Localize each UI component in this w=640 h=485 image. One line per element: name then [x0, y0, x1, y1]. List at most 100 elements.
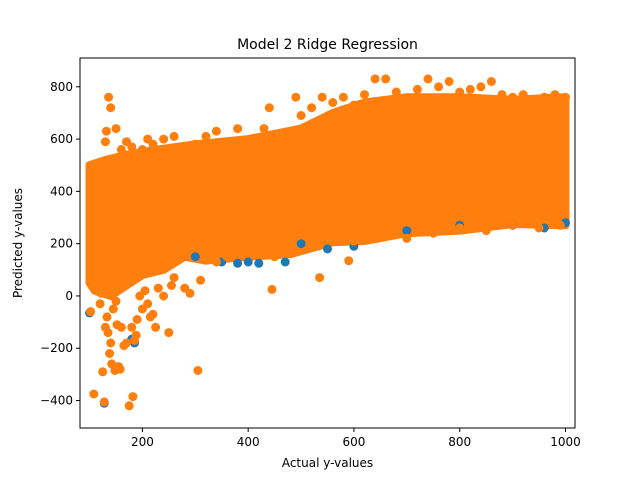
data-point-series-2	[106, 338, 116, 348]
y-tick-label: 200	[50, 237, 73, 251]
data-point-series-2	[127, 322, 137, 332]
data-point-series-1	[323, 244, 332, 254]
data-point-series-2	[102, 312, 112, 322]
data-point-series-2	[151, 322, 161, 332]
data-point-series-2	[259, 124, 269, 134]
data-point-series-2	[174, 252, 184, 262]
data-point-series-2	[402, 98, 412, 107]
data-point-series-2	[349, 100, 359, 110]
x-tick-label: 400	[237, 435, 260, 449]
data-point-series-2	[116, 145, 126, 154]
y-tick-label: −200	[40, 341, 73, 355]
data-point-series-2	[402, 233, 412, 243]
data-point-series-2	[132, 315, 142, 324]
data-point-series-2	[412, 84, 422, 94]
data-point-series-2	[211, 126, 221, 136]
data-point-series-2	[434, 82, 444, 92]
data-point-series-2	[167, 281, 176, 290]
data-point-series-2	[111, 296, 121, 306]
data-point-series-2	[476, 82, 486, 92]
data-point-series-2	[444, 77, 454, 86]
points-layer	[85, 74, 570, 411]
data-point-series-1	[243, 257, 253, 267]
data-point-series-2	[193, 366, 203, 375]
data-point-series-2	[127, 142, 137, 152]
data-point-series-2	[222, 252, 232, 262]
chart-title: Model 2 Ridge Regression	[237, 37, 418, 53]
data-point-series-2	[116, 322, 126, 332]
data-point-series-2	[185, 288, 195, 298]
data-point-series-2	[455, 87, 465, 97]
data-point-series-2	[196, 275, 206, 285]
data-point-series-2	[349, 236, 359, 246]
data-point-series-1	[254, 258, 264, 268]
data-point-series-2	[291, 92, 301, 102]
data-point-series-2	[486, 77, 496, 86]
data-point-series-2	[211, 257, 221, 267]
data-point-series-2	[169, 131, 179, 141]
data-point-series-2	[561, 92, 570, 102]
data-point-series-2	[105, 349, 115, 358]
data-point-series-2	[267, 284, 277, 294]
plot-frame	[79, 57, 576, 429]
data-point-series-2	[529, 95, 539, 105]
data-point-series-2	[344, 256, 354, 266]
data-point-series-2	[270, 252, 280, 262]
data-point-series-2	[115, 364, 125, 374]
data-point-series-1	[402, 226, 412, 236]
data-point-series-2	[143, 299, 153, 309]
data-point-series-2	[169, 273, 179, 283]
data-point-series-2	[153, 283, 163, 293]
data-point-series-2	[286, 247, 295, 256]
data-point-series-2	[550, 90, 560, 100]
data-point-series-1	[233, 258, 243, 268]
data-point-series-2	[508, 92, 518, 102]
data-point-series-2	[164, 328, 174, 338]
data-point-series-2	[391, 87, 401, 97]
data-point-series-2	[159, 291, 169, 301]
data-point-series-2	[126, 252, 136, 262]
data-point-series-2	[518, 90, 528, 100]
data-point-series-1	[190, 252, 200, 262]
data-point-series-2	[108, 304, 118, 314]
data-point-series-2	[190, 226, 200, 236]
data-point-series-2	[360, 90, 369, 100]
x-tick-label: 200	[131, 435, 154, 449]
data-point-series-2	[101, 126, 111, 136]
data-point-series-2	[131, 330, 141, 340]
data-point-series-2	[148, 139, 158, 149]
data-point-series-2	[122, 338, 131, 348]
data-point-series-2	[100, 137, 110, 147]
data-point-series-2	[159, 134, 169, 144]
x-tick-label: 1000	[550, 435, 581, 449]
data-point-series-2	[111, 124, 121, 134]
data-point-series-2	[89, 389, 99, 399]
data-point-series-2	[370, 74, 380, 84]
data-point-series-2	[264, 103, 274, 113]
data-point-series-2	[96, 288, 106, 298]
y-tick-label: 600	[50, 132, 73, 146]
data-point-series-2	[95, 299, 105, 309]
data-point-series-2	[455, 223, 465, 233]
x-axis-label: Actual y-values	[282, 456, 373, 470]
data-point-series-2	[201, 131, 211, 141]
data-point-series-2	[497, 90, 507, 100]
y-axis-ticks: −400 −200 0 200 400 600 800	[40, 80, 80, 408]
data-point-series-2	[254, 247, 264, 256]
y-tick-label: 800	[50, 80, 73, 94]
data-point-series-2	[233, 124, 243, 134]
data-point-series-2	[148, 309, 158, 319]
data-point-series-2	[104, 92, 114, 102]
data-point-series-2	[137, 145, 147, 154]
data-point-series-2	[465, 84, 475, 94]
data-point-series-2	[481, 226, 491, 236]
data-point-series-2	[381, 74, 391, 84]
data-point-series-2	[106, 103, 116, 113]
data-point-series-2	[124, 401, 134, 411]
data-point-series-2	[534, 223, 544, 233]
data-point-series-2	[190, 139, 200, 149]
x-axis-ticks: 200 400 600 800 1000	[131, 428, 581, 449]
data-point-series-2	[428, 228, 438, 238]
data-point-series-2	[423, 74, 433, 84]
